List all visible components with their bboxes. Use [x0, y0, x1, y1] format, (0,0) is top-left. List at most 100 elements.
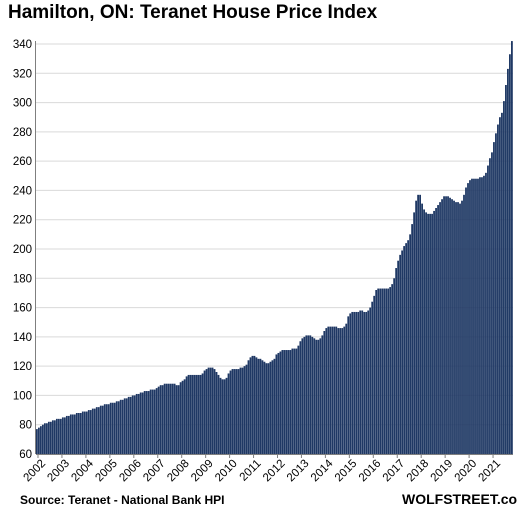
- bar: [219, 377, 222, 454]
- bar: [449, 197, 451, 454]
- y-tick-label: 320: [13, 68, 32, 80]
- bar: [115, 401, 118, 454]
- bar: [411, 224, 414, 454]
- bar: [445, 196, 447, 455]
- bar: [327, 326, 330, 454]
- bar: [403, 246, 406, 454]
- x-tick-label: 2018: [405, 458, 432, 485]
- bar: [447, 196, 449, 455]
- y-tick-label: 340: [13, 39, 32, 51]
- bar: [417, 194, 419, 454]
- y-tick-label: 300: [13, 98, 32, 110]
- bar: [201, 373, 204, 454]
- bar: [365, 311, 368, 454]
- bar: [435, 208, 437, 454]
- bar: [195, 374, 198, 454]
- bar: [369, 307, 372, 454]
- bar: [143, 391, 146, 454]
- bar: [441, 199, 443, 454]
- bar: [451, 199, 453, 454]
- bar: [431, 213, 433, 454]
- bar: [343, 326, 346, 454]
- bar: [49, 421, 52, 454]
- bar: [505, 85, 507, 454]
- bar: [389, 287, 392, 454]
- bar: [467, 183, 469, 455]
- bar: [303, 336, 306, 454]
- bar: [75, 413, 78, 454]
- bar: [337, 328, 340, 454]
- bar: [217, 374, 220, 454]
- bar: [275, 354, 278, 454]
- bar: [95, 407, 98, 454]
- bar: [381, 288, 384, 454]
- bar: [191, 374, 194, 454]
- bar: [455, 202, 457, 454]
- bar: [391, 284, 394, 454]
- bar: [251, 355, 254, 454]
- bar: [415, 200, 418, 454]
- bar: [39, 426, 42, 454]
- x-tick-label: 2020: [453, 458, 480, 485]
- bar: [339, 328, 342, 454]
- bar: [499, 117, 501, 455]
- bar: [193, 374, 196, 454]
- bar: [311, 336, 314, 454]
- bar: [123, 398, 126, 454]
- bar: [225, 377, 228, 454]
- bar: [133, 395, 136, 454]
- bar: [325, 328, 328, 454]
- bar: [99, 405, 102, 454]
- bar: [385, 288, 388, 454]
- bar: [315, 339, 318, 454]
- bar: [335, 326, 338, 454]
- x-tick-label: 2015: [333, 458, 360, 485]
- x-tick-label: 2012: [261, 458, 288, 485]
- bar: [89, 410, 92, 454]
- bar: [151, 389, 154, 454]
- bar: [173, 383, 176, 454]
- bar: [511, 41, 513, 454]
- bar: [91, 408, 94, 454]
- bar: [259, 358, 262, 454]
- bar: [261, 360, 264, 454]
- bar: [149, 389, 152, 454]
- bar: [187, 374, 190, 454]
- y-tick-label: 60: [19, 449, 32, 461]
- bar: [51, 420, 54, 454]
- x-tick-label: 2010: [213, 458, 240, 485]
- bar: [185, 376, 188, 454]
- bar: [109, 402, 112, 454]
- bar: [463, 194, 465, 454]
- bar: [103, 404, 106, 454]
- x-tick-label: 2002: [22, 458, 49, 485]
- bar: [111, 402, 114, 454]
- bar: [489, 158, 491, 454]
- bar: [439, 202, 441, 454]
- bar: [461, 200, 463, 454]
- bar: [85, 411, 88, 454]
- bar: [73, 414, 76, 454]
- bar: [427, 213, 429, 454]
- bar: [139, 392, 142, 454]
- bar: [423, 209, 425, 454]
- bar: [459, 203, 461, 454]
- bar: [71, 414, 74, 454]
- bar: [255, 357, 258, 454]
- bar: [93, 408, 96, 454]
- bar: [135, 393, 138, 454]
- bar: [287, 350, 290, 454]
- bar: [485, 172, 487, 455]
- bar: [69, 414, 72, 454]
- bar: [509, 54, 511, 454]
- axes: [35, 41, 513, 458]
- bar: [157, 386, 160, 454]
- bar: [377, 288, 380, 454]
- bar: [469, 180, 471, 454]
- bar: [333, 326, 336, 454]
- bar: [119, 399, 122, 454]
- bar: [493, 142, 495, 455]
- bar: [497, 124, 499, 454]
- bar: [401, 250, 404, 454]
- bar: [399, 254, 402, 454]
